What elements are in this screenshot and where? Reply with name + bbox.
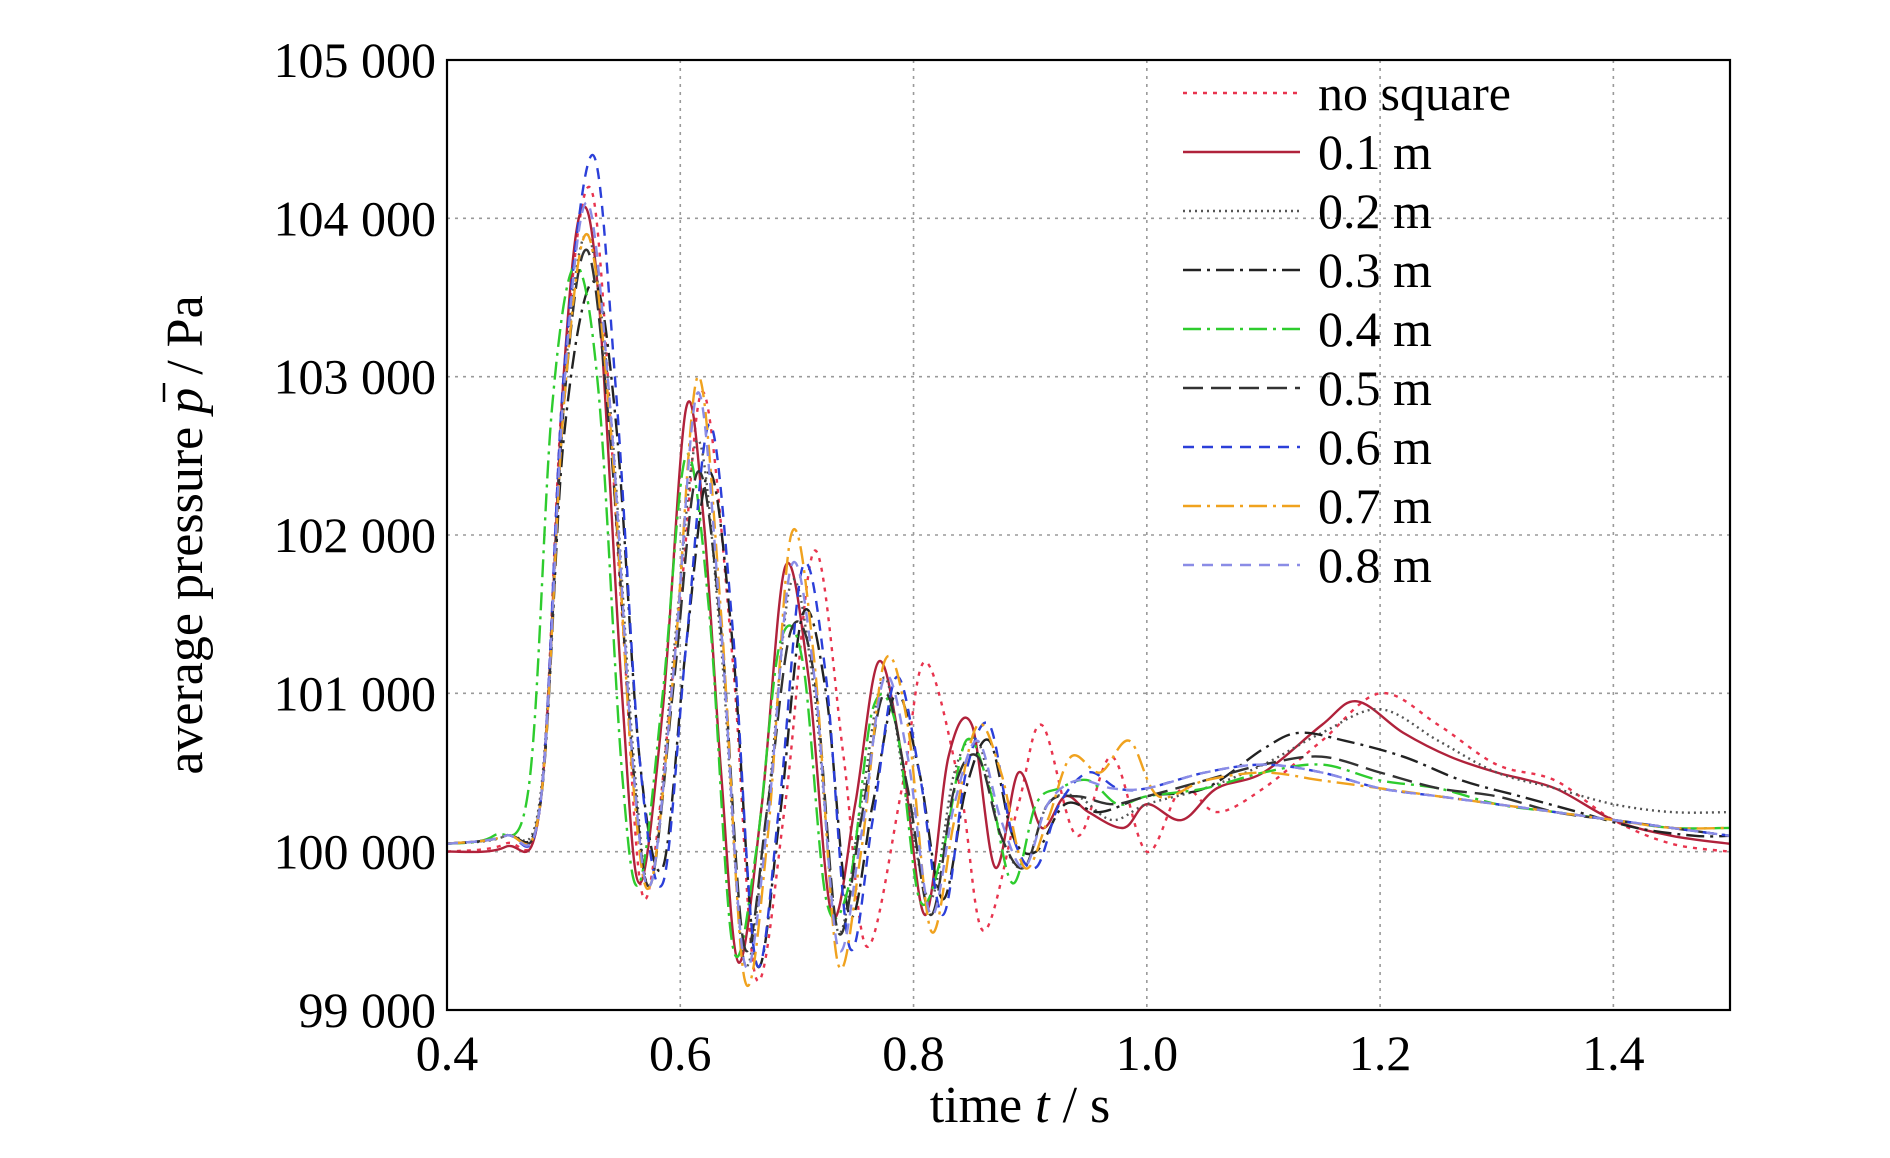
x-tick-label: 0.8 (882, 1025, 945, 1081)
y-tick-label: 99 000 (299, 982, 437, 1038)
series-line-01-m (446, 205, 1731, 964)
series-line-06-m (446, 153, 1731, 968)
x-tick-label: 1.2 (1349, 1025, 1412, 1081)
y-tick-label: 103 000 (274, 349, 437, 405)
legend-label: 0.1 m (1318, 124, 1432, 180)
legend-label: 0.7 m (1318, 478, 1432, 534)
y-axis-title: average pressure p / Pa (157, 295, 214, 774)
series-line-04-m (446, 264, 1731, 958)
legend-label: no square (1318, 65, 1511, 121)
legend-label: 0.5 m (1318, 360, 1432, 416)
y-tick-label: 105 000 (274, 32, 437, 88)
x-axis-ticks: 0.4 0.6 0.8 1.0 1.2 1.4 (416, 1025, 1645, 1081)
y-tick-label: 102 000 (274, 507, 437, 563)
series-line-no-square (446, 185, 1731, 983)
x-tick-label: 0.6 (649, 1025, 712, 1081)
y-tick-label: 104 000 (274, 190, 437, 246)
y-axis-ticks: 99 000 100 000 101 000 102 000 103 000 104 00… (274, 32, 437, 1038)
series-line-03-m (446, 280, 1731, 969)
y-tick-label: 100 000 (274, 824, 437, 880)
legend-label: 0.8 m (1318, 537, 1432, 593)
x-tick-label: 0.4 (416, 1025, 479, 1081)
x-tick-label: 1.4 (1582, 1025, 1645, 1081)
series-line-07-m (446, 232, 1731, 988)
legend-label: 0.2 m (1318, 183, 1432, 239)
data-series (446, 153, 1731, 988)
plot-frame (445, 58, 1732, 1012)
legend-label: 0.6 m (1318, 419, 1432, 475)
y-tick-label: 101 000 (274, 665, 437, 721)
x-tick-label: 1.0 (1116, 1025, 1179, 1081)
series-line-05-m (446, 248, 1731, 953)
x-axis-title: time t / s (930, 1077, 1111, 1134)
grid-lines (447, 60, 1730, 1010)
legend-label: 0.3 m (1318, 242, 1432, 298)
legend-label: 0.4 m (1318, 301, 1432, 357)
y-axis-title-group: average pressure p / Pa (157, 295, 214, 774)
